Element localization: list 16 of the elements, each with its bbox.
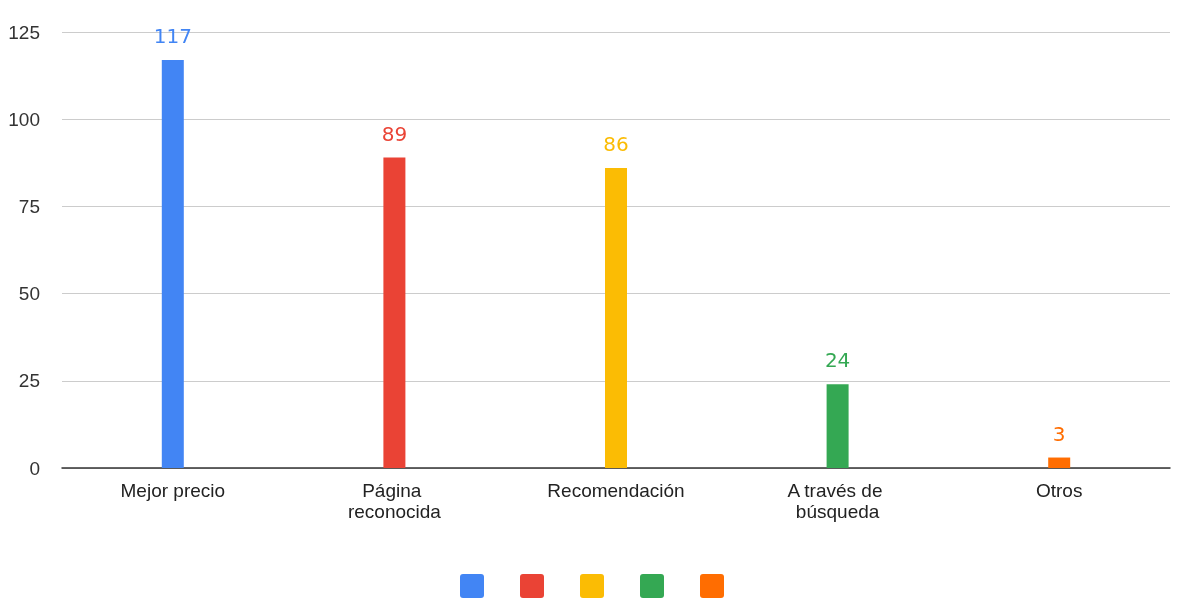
data-label: 3 (1052, 421, 1066, 446)
x-tick-label: Página reconocida (347, 480, 442, 522)
y-tick-label: 100 (8, 108, 40, 130)
y-tick-label: 0 (29, 457, 40, 479)
data-label: 24 (824, 348, 851, 373)
x-tick-label: A través de búsqueda (787, 480, 888, 522)
data-label: 117 (153, 23, 192, 48)
data-label: 89 (381, 121, 408, 146)
y-tick-label: 50 (18, 283, 40, 305)
y-tick-label: 75 (18, 195, 40, 217)
x-tick-label: Otros (1035, 480, 1083, 501)
x-tick-label: Mejor precio (120, 480, 226, 501)
y-tick-label: 25 (18, 370, 40, 392)
x-tick-label: Recomendación (547, 480, 685, 501)
data-label: 86 (603, 132, 629, 157)
y-tick-label: 125 (8, 21, 40, 43)
